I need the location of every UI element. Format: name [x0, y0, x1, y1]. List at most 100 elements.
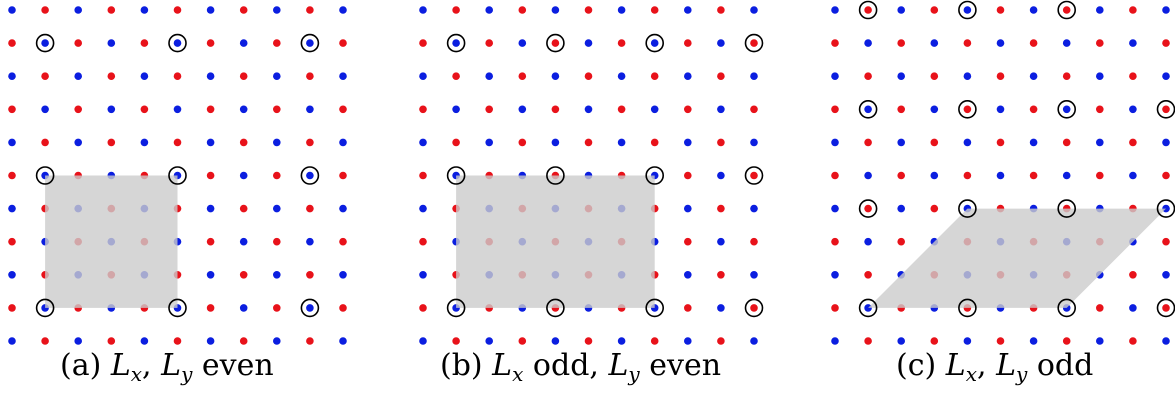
blue-site — [206, 204, 215, 213]
blue-site — [617, 72, 626, 80]
red-site — [963, 39, 972, 47]
red-site — [41, 337, 49, 345]
red-site — [306, 271, 314, 279]
red-site — [831, 39, 839, 47]
blue-site — [831, 271, 839, 279]
blue-site — [1062, 105, 1071, 114]
red-site — [684, 304, 692, 312]
blue-site — [41, 39, 49, 47]
blue-site — [750, 6, 758, 14]
red-site — [963, 105, 972, 114]
red-site — [107, 337, 116, 345]
blue-site — [1029, 337, 1038, 345]
red-site — [107, 72, 116, 80]
circled-site-ring — [546, 166, 565, 185]
red-site — [273, 171, 281, 180]
red-site — [864, 138, 872, 147]
circled-site-ring — [1057, 199, 1076, 218]
red-site — [584, 337, 593, 345]
blue-site — [239, 237, 248, 246]
red-site — [1062, 138, 1071, 147]
circled-site-ring — [858, 100, 878, 119]
blue-site — [1162, 271, 1170, 279]
red-site — [996, 72, 1005, 80]
circled-site-ring — [858, 298, 878, 318]
unit-cell-rectangle — [456, 175, 655, 308]
blue-site — [684, 72, 692, 80]
blue-site — [239, 39, 248, 47]
circled-site-ring — [858, 0, 878, 20]
circled-site-ring — [35, 33, 55, 53]
circled-site-ring — [1057, 298, 1076, 318]
red-site — [584, 6, 593, 14]
blue-site — [1096, 138, 1104, 147]
caption-b: (b) Lx odd, Ly even — [440, 348, 722, 386]
red-site — [1029, 105, 1038, 114]
red-site — [273, 304, 281, 312]
blue-site — [273, 204, 281, 213]
red-site — [684, 237, 692, 246]
blue-site — [419, 6, 427, 14]
blue-site — [1129, 105, 1137, 114]
blue-site — [1029, 6, 1038, 14]
circled-site-ring — [958, 100, 977, 119]
circled-site-ring — [446, 166, 466, 185]
blue-site — [306, 105, 314, 114]
red-site — [617, 105, 626, 114]
red-site — [750, 304, 758, 312]
red-site — [107, 138, 116, 147]
red-site — [650, 72, 659, 80]
red-site — [8, 105, 16, 114]
red-site — [1096, 105, 1104, 114]
blue-site — [419, 271, 427, 279]
red-site — [339, 171, 347, 180]
red-site — [8, 39, 16, 47]
circled-site-ring — [958, 199, 977, 218]
red-site — [996, 6, 1005, 14]
blue-site — [173, 105, 182, 114]
blue-site — [584, 39, 593, 47]
red-site — [1162, 39, 1170, 47]
red-site — [339, 304, 347, 312]
red-site — [41, 72, 49, 80]
red-site — [1129, 138, 1137, 147]
blue-site — [864, 39, 872, 47]
red-site — [41, 6, 49, 14]
caption-a: (a) Lx, Ly even — [60, 348, 274, 386]
circled-site-ring — [35, 298, 55, 318]
blue-site — [750, 72, 758, 80]
circled-site-ring — [744, 166, 764, 185]
red-site — [717, 138, 725, 147]
red-site — [963, 171, 972, 180]
blue-site — [1129, 39, 1137, 47]
red-site — [173, 72, 182, 80]
red-site — [1162, 105, 1170, 114]
red-site — [650, 337, 659, 345]
blue-site — [684, 204, 692, 213]
blue-site — [518, 105, 527, 114]
red-site — [684, 39, 692, 47]
blue-site — [8, 337, 16, 345]
blue-site — [864, 237, 872, 246]
blue-site — [897, 72, 905, 80]
circled-site-ring — [446, 33, 466, 53]
blue-site — [140, 337, 149, 345]
red-site — [339, 105, 347, 114]
blue-site — [551, 72, 560, 80]
red-site — [1029, 39, 1038, 47]
blue-site — [8, 6, 16, 14]
red-site — [41, 138, 49, 147]
red-site — [239, 138, 248, 147]
blue-site — [339, 6, 347, 14]
blue-site — [140, 138, 149, 147]
blue-site — [1096, 72, 1104, 80]
blue-site — [273, 337, 281, 345]
circled-site-ring — [744, 298, 764, 318]
circled-site-ring — [645, 298, 665, 318]
red-site — [1096, 171, 1104, 180]
red-site — [1162, 237, 1170, 246]
blue-site — [831, 204, 839, 213]
blue-site — [1162, 337, 1170, 345]
red-site — [518, 6, 527, 14]
blue-site — [107, 39, 116, 47]
